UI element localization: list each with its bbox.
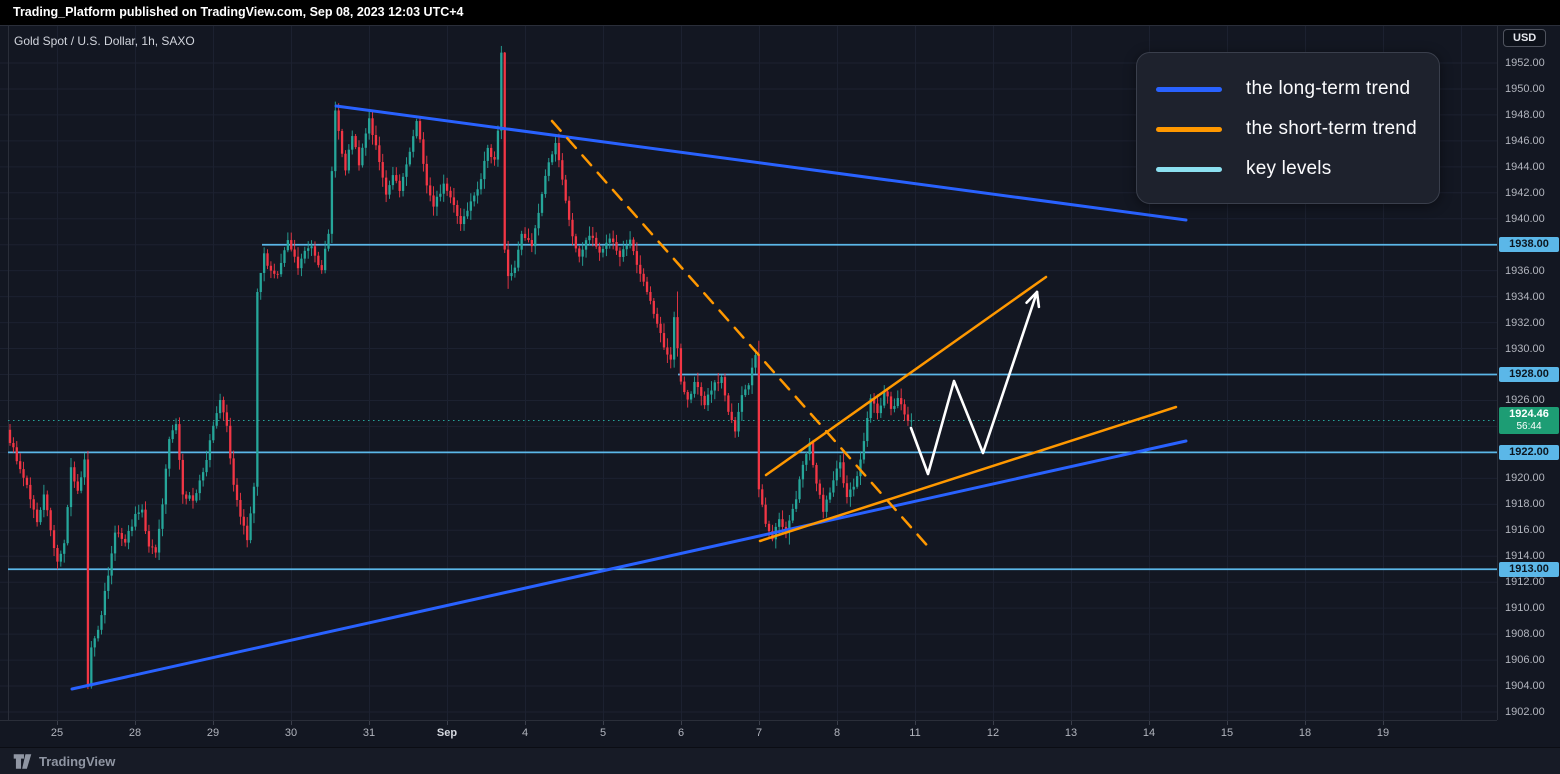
current-price-value: 1924.46 <box>1509 407 1549 420</box>
price-tick-label: 1904.00 <box>1505 680 1545 693</box>
price-tick-label: 1910.00 <box>1505 602 1545 615</box>
price-tick-label: 1950.00 <box>1505 82 1545 95</box>
time-axis-label-14: 14 <box>1142 727 1156 739</box>
time-axis-tick <box>1383 721 1384 725</box>
key-level-price-label: 1938.00 <box>1499 237 1559 253</box>
time-axis-tick <box>681 721 682 725</box>
short-term-trend-lower-line[interactable] <box>758 405 1178 543</box>
price-tick-label: 1926.00 <box>1505 394 1545 407</box>
time-axis-tick <box>135 721 136 725</box>
candlestick-chart-canvas[interactable] <box>0 26 1497 721</box>
price-axis-scale[interactable]: USD 1924.46 56:44 1952.00 1950.00 1948.00 1… <box>1497 25 1560 720</box>
publish-text: Trading_Platform published on TradingVie… <box>13 5 464 19</box>
price-tick-label: 1952.00 <box>1505 57 1545 69</box>
time-axis-label-12: 12 <box>986 727 1000 739</box>
price-tick-label: 1918.00 <box>1505 498 1545 511</box>
tradingview-logo-icon[interactable] <box>13 753 32 770</box>
time-axis-tick <box>369 721 370 725</box>
price-tick-label: 1914.00 <box>1505 550 1545 563</box>
time-axis-label-5: 5 <box>599 727 607 739</box>
price-tick-label: 1902.00 <box>1505 706 1545 718</box>
short-term-trend-swatch <box>1156 126 1222 132</box>
time-axis-tick <box>1149 721 1150 725</box>
price-tick-label: 1942.00 <box>1505 186 1545 199</box>
long-term-trend-upper-line[interactable] <box>334 104 1188 222</box>
time-axis-tick <box>915 721 916 725</box>
projection-arrow-path[interactable] <box>909 290 1039 476</box>
time-axis-tick <box>213 721 214 725</box>
time-axis-tick <box>759 721 760 725</box>
key-level-price-label: 1913.00 <box>1499 561 1559 577</box>
time-axis-tick <box>603 721 604 725</box>
time-axis-scale[interactable]: 25 28 29 30 31 Sep 4 5 6 7 8 11 12 13 14 15 18 19 <box>0 720 1497 747</box>
legend-row-short-term: the short-term trend <box>1137 114 1439 144</box>
projection-arrowhead-0 <box>1035 290 1041 309</box>
price-tick-label: 1936.00 <box>1505 264 1545 277</box>
price-tick-label: 1940.00 <box>1505 212 1545 225</box>
time-axis-tick <box>291 721 292 725</box>
short-term-trend-steep-line[interactable] <box>764 275 1048 477</box>
chart-legend[interactable]: the long-term trend the short-term trend… <box>1136 52 1440 204</box>
price-tick-label: 1916.00 <box>1505 524 1545 537</box>
price-tick-label: 1908.00 <box>1505 628 1545 641</box>
projection-arrowhead-1 <box>1025 290 1039 305</box>
time-axis-tick <box>57 721 58 725</box>
publish-bar: Trading_Platform published on TradingVie… <box>0 0 1560 25</box>
bar-countdown: 56:44 <box>1516 420 1542 432</box>
long-term-trend-swatch <box>1156 86 1222 92</box>
legend-label-key-levels: key levels <box>1246 158 1332 179</box>
short-term-trend-broken-line[interactable] <box>550 119 934 553</box>
key-level-price-label: 1928.00 <box>1499 367 1559 383</box>
time-axis-tick <box>1227 721 1228 725</box>
time-axis-tick <box>1071 721 1072 725</box>
legend-row-long-term: the long-term trend <box>1137 74 1439 104</box>
legend-row-key-levels: key levels <box>1137 154 1439 184</box>
time-axis-label-30: 30 <box>284 727 298 739</box>
price-tick-label: 1906.00 <box>1505 654 1545 667</box>
tradingview-brand-text[interactable]: TradingView <box>39 753 116 769</box>
time-axis-tick <box>993 721 994 725</box>
time-axis-label-18: 18 <box>1298 727 1312 739</box>
legend-label-long-term: the long-term trend <box>1246 78 1411 99</box>
time-axis-label-13: 13 <box>1064 727 1078 739</box>
candlestick-layer <box>8 45 913 690</box>
currency-button[interactable]: USD <box>1503 29 1547 47</box>
time-axis-label-25: 25 <box>50 727 64 739</box>
time-axis-label-19: 19 <box>1376 727 1390 739</box>
time-axis-label-8: 8 <box>833 727 841 739</box>
key-levels-swatch <box>1156 166 1222 172</box>
time-axis-tick <box>525 721 526 725</box>
time-axis-label-28: 28 <box>128 727 142 739</box>
price-tick-label: 1946.00 <box>1505 134 1545 147</box>
long-term-trend-lower-line[interactable] <box>70 439 1188 691</box>
price-tick-label: 1930.00 <box>1505 342 1545 355</box>
price-tick-label: 1920.00 <box>1505 472 1545 485</box>
time-axis-label-6: 6 <box>677 727 685 739</box>
time-axis-tick <box>837 721 838 725</box>
time-axis-tick <box>1305 721 1306 725</box>
time-axis-label-Sep: Sep <box>436 727 458 739</box>
time-axis-label-4: 4 <box>521 727 529 739</box>
symbol-title[interactable]: Gold Spot / U.S. Dollar, 1h, SAXO <box>14 34 195 48</box>
time-axis-label-29: 29 <box>206 727 220 739</box>
price-tick-label: 1948.00 <box>1505 108 1545 121</box>
price-tick-label: 1944.00 <box>1505 160 1545 173</box>
time-axis-tick <box>447 721 448 725</box>
price-tick-label: 1932.00 <box>1505 316 1545 329</box>
footer-bar: TradingView <box>0 747 1560 774</box>
time-axis-label-7: 7 <box>755 727 763 739</box>
time-axis-label-15: 15 <box>1220 727 1234 739</box>
time-axis-label-11: 11 <box>909 727 921 739</box>
price-tick-label: 1934.00 <box>1505 290 1545 303</box>
current-price-label: 1924.46 56:44 <box>1499 406 1559 434</box>
key-level-price-label: 1922.00 <box>1499 444 1559 460</box>
legend-label-short-term: the short-term trend <box>1246 118 1417 139</box>
time-axis-label-31: 31 <box>362 727 376 739</box>
price-tick-label: 1912.00 <box>1505 576 1545 589</box>
